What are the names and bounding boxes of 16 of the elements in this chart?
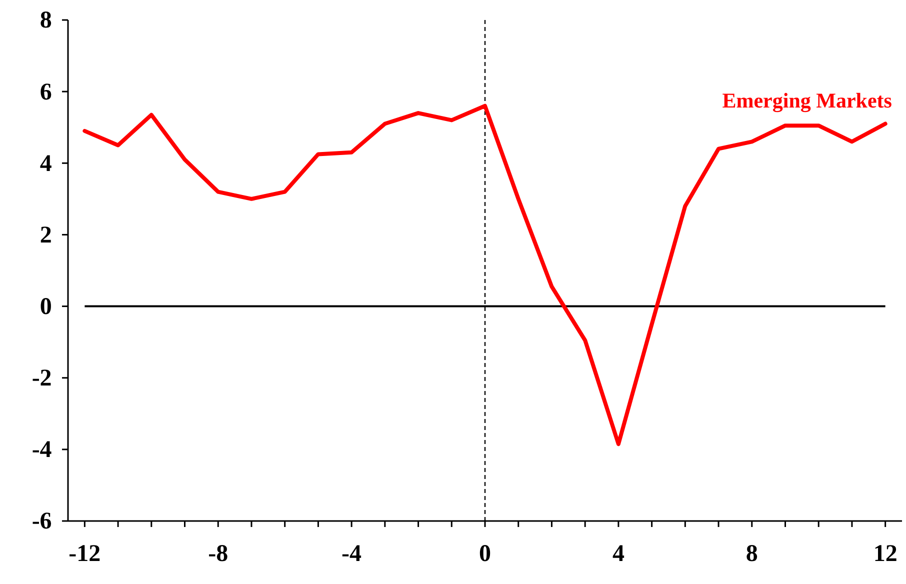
series-label: Emerging Markets (722, 88, 892, 113)
x-tick-label: -8 (208, 541, 228, 568)
y-tick-label: 6 (40, 79, 52, 106)
y-tick-label: 8 (40, 8, 52, 34)
x-tick-label: 0 (479, 541, 491, 568)
y-tick-label: -2 (32, 366, 52, 392)
y-tick-label: 4 (40, 150, 52, 177)
x-tick-label: -12 (68, 541, 101, 568)
x-tick-label: -4 (342, 541, 362, 568)
y-tick-label: -6 (32, 508, 52, 535)
x-tick-label: 4 (612, 541, 624, 568)
x-tick-label: 12 (873, 541, 898, 568)
x-tick-label: 8 (746, 541, 758, 568)
y-tick-label: 2 (40, 222, 52, 248)
y-tick-label: 0 (40, 294, 52, 320)
y-tick-label: -4 (32, 437, 52, 464)
